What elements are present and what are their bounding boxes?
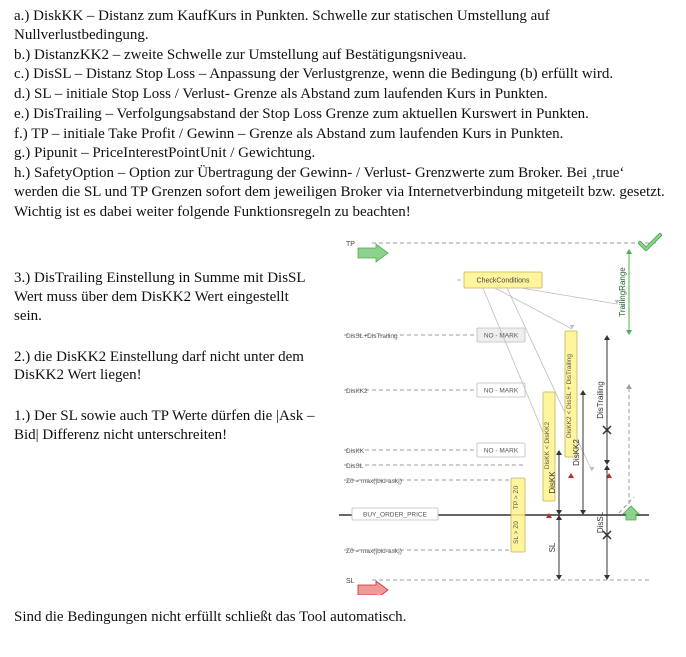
rule-1: 1.) Der SL sowie auch TP Werte dürfen di… xyxy=(14,407,318,445)
diagram-svg: TP CheckConditions DisSL+DisTrailing NO - M… xyxy=(324,225,674,595)
svg-text:TP > Z0: TP > Z0 xyxy=(513,486,520,510)
rule-2: 2.) die DisKK2 Einstellung darf nicht un… xyxy=(14,348,318,386)
closing-line: Sind die Bedingungen nicht erfüllt schli… xyxy=(14,609,672,626)
svg-text:DisKK: DisKK xyxy=(548,471,557,494)
svg-text:DisSL+DisTrailing: DisSL+DisTrailing xyxy=(346,333,398,340)
svg-text:SL: SL xyxy=(346,578,355,585)
def-b: b.) DistanzKK2 – zweite Schwelle zur Ums… xyxy=(14,46,672,65)
definitions-note: Wichtig ist es dabei weiter folgende Fun… xyxy=(14,203,672,222)
svg-text:DisKK < DisKK2: DisKK < DisKK2 xyxy=(544,422,551,470)
svg-text:DisKK2: DisKK2 xyxy=(346,388,368,395)
definitions-block: a.) DiskKK – Distanz zum KaufKurs in Pun… xyxy=(14,7,672,221)
svg-text:DisTrailing: DisTrailing xyxy=(596,382,605,420)
rule-3: 3.) DisTrailing Einstellung in Summe mit… xyxy=(14,269,318,325)
svg-text:NO - MARK: NO - MARK xyxy=(484,388,519,395)
def-a: a.) DiskKK – Distanz zum KaufKurs in Pun… xyxy=(14,7,672,45)
svg-text:TrailingRange: TrailingRange xyxy=(618,267,627,317)
svg-text:DisKK2 < DisSL + DisTrailing: DisKK2 < DisSL + DisTrailing xyxy=(566,354,573,438)
svg-text:DisKK: DisKK xyxy=(346,448,365,455)
def-h: h.) SafetyOption – Option zur Übertragun… xyxy=(14,164,672,202)
svg-text:DisSL: DisSL xyxy=(596,512,605,534)
svg-text:Z0 = max(|bid-ask|): Z0 = max(|bid-ask|) xyxy=(346,478,402,485)
svg-text:SL: SL xyxy=(548,542,557,552)
svg-text:NO - MARK: NO - MARK xyxy=(484,448,519,455)
def-f: f.) TP – initiale Take Profit / Gewinn –… xyxy=(14,125,672,144)
svg-text:TP: TP xyxy=(346,241,355,248)
svg-text:CheckConditions: CheckConditions xyxy=(477,278,530,285)
svg-text:SL > Z0: SL > Z0 xyxy=(513,521,520,544)
def-c: c.) DisSL – Distanz Stop Loss – Anpassun… xyxy=(14,65,672,84)
def-d: d.) SL – initiale Stop Loss / Verlust- G… xyxy=(14,85,672,104)
svg-text:DisSL: DisSL xyxy=(346,463,364,470)
diagram-wrap: TP CheckConditions DisSL+DisTrailing NO - M… xyxy=(324,225,674,595)
page-root: a.) DiskKK – Distanz zum KaufKurs in Pun… xyxy=(0,0,686,657)
def-e: e.) DisTrailing – Verfolgungsabstand der… xyxy=(14,105,672,124)
midsection: 3.) DisTrailing Einstellung in Summe mit… xyxy=(14,225,672,595)
svg-text:BUY_ORDER_PRICE: BUY_ORDER_PRICE xyxy=(363,512,428,519)
rules-column: 3.) DisTrailing Einstellung in Summe mit… xyxy=(14,225,324,595)
svg-text:DisKK2: DisKK2 xyxy=(572,439,581,466)
def-g: g.) Pipunit – PriceInterestPointUnit / G… xyxy=(14,144,672,163)
svg-text:Z0 = max(|bid-ask|): Z0 = max(|bid-ask|) xyxy=(346,548,402,555)
svg-text:NO - MARK: NO - MARK xyxy=(484,333,519,340)
